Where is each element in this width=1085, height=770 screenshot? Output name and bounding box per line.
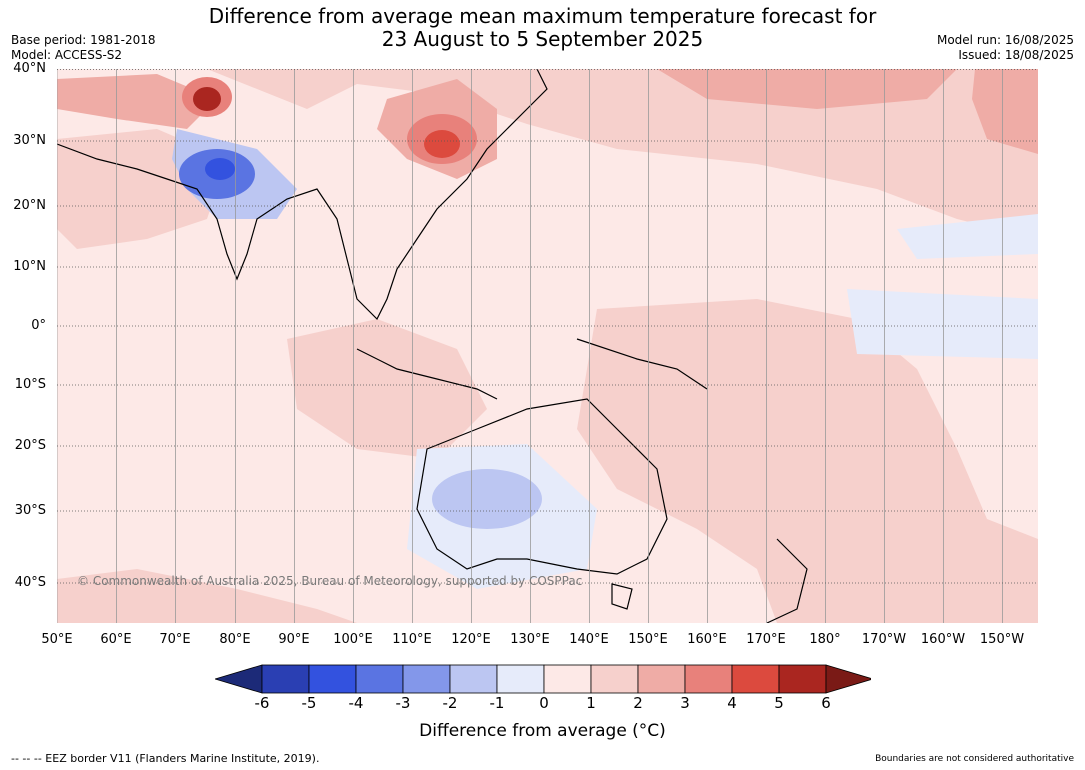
lon-label: 120°E (451, 632, 491, 647)
colorbar-tick-label: 0 (539, 694, 549, 712)
colorbar-segment (590, 664, 639, 694)
colorbar-tick-label: 3 (680, 694, 690, 712)
colorbar-segment (496, 664, 545, 694)
lon-label: 110°E (392, 632, 432, 647)
colorbar-segment (637, 664, 686, 694)
colorbar-segment (449, 664, 498, 694)
lat-label: 40°S (14, 575, 46, 590)
colorbar-tick-label: -5 (301, 694, 317, 712)
colorbar-tick-label: -3 (395, 694, 411, 712)
cool-region-australia-inner (432, 469, 542, 529)
anomaly-map (57, 69, 1038, 623)
hotspot-himalaya-inner (193, 87, 221, 111)
colorbar-segment (355, 664, 404, 694)
colorbar-tick-label: -4 (348, 694, 364, 712)
coastline-asia (57, 69, 548, 321)
lon-label: 170°E (746, 632, 786, 647)
lat-label: 20°N (13, 198, 46, 213)
coastline-australia (416, 398, 668, 575)
lat-label: 0° (31, 318, 46, 333)
lat-label: 10°S (14, 377, 46, 392)
base-period: Base period: 1981-2018 (11, 33, 156, 47)
lat-label: 40°N (13, 61, 46, 76)
anomaly-region-pacific-south (577, 299, 1038, 623)
lon-label: 80°E (219, 632, 251, 647)
lon-label: 60°E (100, 632, 132, 647)
lon-label: 130°E (510, 632, 550, 647)
title-line-2: 23 August to 5 September 2025 (381, 27, 704, 51)
anomaly-region-north-pacific (657, 69, 957, 109)
colorbar-tick-label: 4 (727, 694, 737, 712)
colorbar-segment (543, 664, 592, 694)
colorbar-tick-label: 6 (821, 694, 831, 712)
colorbar-tick-label: -1 (489, 694, 505, 712)
colorbar-tick-label: -2 (442, 694, 458, 712)
anomaly-region-central-asia (57, 74, 217, 129)
meridians (57, 69, 1003, 623)
colorbar-tick-label: 5 (774, 694, 784, 712)
anomaly-region-north (57, 69, 1038, 239)
colorbar-segment (308, 664, 357, 694)
lon-label: 150°E (628, 632, 668, 647)
model-name: Model: ACCESS-S2 (11, 48, 123, 62)
colorbar-tick-label: -6 (254, 694, 270, 712)
colorbar-segment (402, 664, 451, 694)
title-line-1: Difference from average mean maximum tem… (208, 4, 877, 28)
colorbar (215, 664, 871, 694)
lon-label: 150°W (979, 632, 1025, 647)
meta-left: Base period: 1981-2018 Model: ACCESS-S2 (11, 33, 156, 63)
colorbar-tick-label: 1 (586, 694, 596, 712)
colorbar-extend-high (825, 664, 871, 694)
lon-label: 180° (809, 632, 841, 647)
colorbar-extend-low (215, 664, 263, 694)
coastline-indonesia (356, 348, 498, 400)
colorbar-segment (778, 664, 827, 694)
issued-date: Issued: 18/08/2025 (958, 48, 1074, 62)
lat-label: 20°S (14, 438, 46, 453)
copyright-notice: © Commonwealth of Australia 2025, Bureau… (77, 574, 583, 588)
colorbar-segment (731, 664, 780, 694)
map-title: Difference from average mean maximum tem… (0, 5, 1085, 51)
lon-label: 160°W (920, 632, 966, 647)
coastline-new-zealand (766, 538, 808, 623)
colorbar-tick-label: 2 (633, 694, 643, 712)
hotspot-china-inner (424, 130, 460, 158)
lon-label: 90°E (278, 632, 310, 647)
lon-label: 70°E (159, 632, 191, 647)
meta-right: Model run: 16/08/2025 Issued: 18/08/2025 (937, 33, 1074, 63)
lat-label: 30°S (14, 503, 46, 518)
coastline-new-guinea (576, 338, 708, 390)
lon-label: 170°W (861, 632, 907, 647)
cool-region-pacific-equator (847, 289, 1038, 359)
lon-label: 140°E (569, 632, 609, 647)
colorbar-segment (684, 664, 733, 694)
anomaly-band-3-5 (182, 77, 477, 164)
lat-label: 10°N (13, 259, 46, 274)
coastline-tasmania (611, 583, 633, 610)
lon-label: 160°E (687, 632, 727, 647)
anomaly-region-indian-ocean (287, 319, 487, 459)
anomaly-region-northeast (972, 69, 1038, 154)
eez-border-note: -- -- -- EEZ border V11 (Flanders Marine… (11, 752, 320, 765)
lon-label: 50°E (41, 632, 73, 647)
lat-label: 30°N (13, 133, 46, 148)
anomaly-region-southwest (57, 569, 357, 623)
model-run: Model run: 16/08/2025 (936, 33, 1074, 47)
map-area[interactable] (57, 69, 1038, 623)
colorbar-label: Difference from average (°C) (419, 721, 666, 741)
lon-label: 100°E (333, 632, 373, 647)
boundaries-disclaimer: Boundaries are not considered authoritat… (875, 754, 1074, 764)
cool-region-india-inner (205, 158, 235, 180)
coastlines (57, 69, 808, 623)
colorbar-segment (261, 664, 310, 694)
